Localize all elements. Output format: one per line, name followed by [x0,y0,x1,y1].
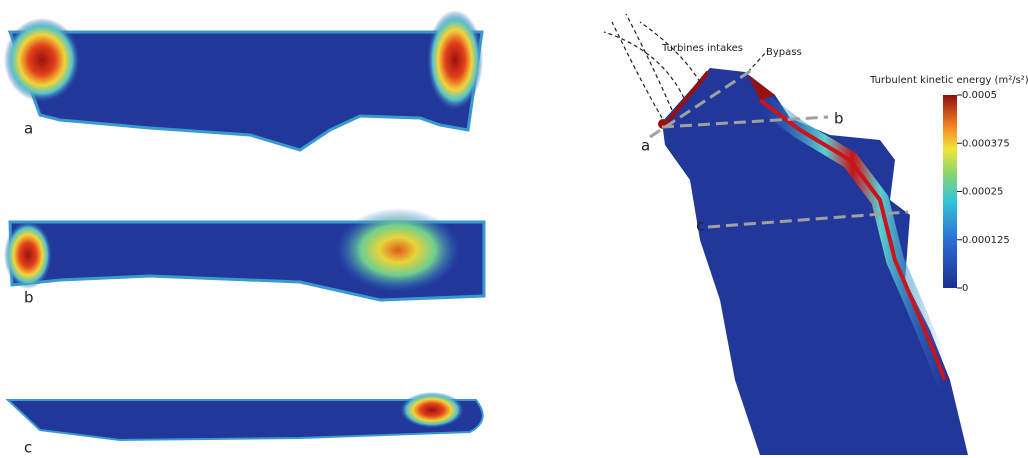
section-label: c [696,217,704,235]
annotation: Bypass [766,47,802,58]
panel-label: a [24,120,33,138]
tick-label: 0.00025 [962,187,1003,198]
colorbar-title: Turbulent kinetic energy (m²/s²) [869,75,1028,86]
panel-label: c [24,439,32,457]
annotation: Turbines intakes [661,43,743,54]
tick-label: 0.000125 [962,235,1010,246]
section-b [4,208,486,302]
section-label: b [834,110,844,128]
tick-label: 0 [962,283,968,294]
panel-label: b [24,289,34,307]
tick-label: 0.000375 [962,138,1010,149]
colorbar-ramp [943,95,957,288]
tick-label: 0.0005 [962,90,997,101]
colorbar: Turbulent kinetic energy (m²/s²) 0.0005 0… [869,75,1028,294]
section-label: a [641,137,650,155]
section-a [4,10,484,152]
plan-view: Turbines intakes Bypass a b c [603,13,968,455]
section-c [5,392,484,442]
